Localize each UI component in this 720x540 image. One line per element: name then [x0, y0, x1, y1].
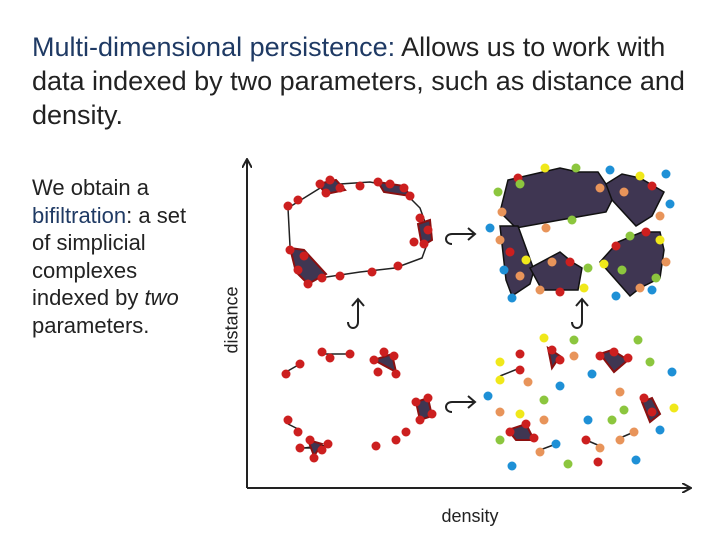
hook-arrow-up-icon — [347, 297, 365, 329]
title-rest: Allows us to work with data indexed by t… — [32, 32, 685, 130]
hook-arrow-up-icon — [571, 297, 589, 329]
complex-top-left — [283, 175, 434, 289]
complex-top-right — [485, 163, 675, 303]
hook-arrow-right-icon — [445, 227, 477, 245]
sidebar-line3: parameters. — [32, 312, 150, 338]
sidebar-colon: : — [126, 202, 133, 228]
points-bottom-left — [281, 347, 437, 463]
sidebar-text: We obtain a bifiltration: a set of simpl… — [32, 174, 192, 339]
points-top-right — [485, 163, 675, 303]
points-top-left — [283, 175, 433, 289]
complex-bottom-right — [483, 333, 679, 471]
complex-bottom-left — [281, 347, 437, 463]
x-axis-label: density — [441, 506, 499, 526]
sidebar-term: bifiltration — [32, 202, 127, 228]
slide-title: Multi-dimensional persistence: Allows us… — [32, 30, 702, 132]
y-axis-label: distance — [221, 286, 242, 354]
sidebar-line1: We obtain a — [32, 175, 150, 200]
hook-arrow-right-icon — [445, 395, 477, 413]
sidebar-emph: two — [144, 285, 179, 310]
sidebar-line2: a set of simplicial complexes indexed by — [32, 202, 187, 311]
points-bottom-right — [483, 333, 679, 471]
title-highlight: Multi-dimensional persistence: — [32, 32, 396, 62]
